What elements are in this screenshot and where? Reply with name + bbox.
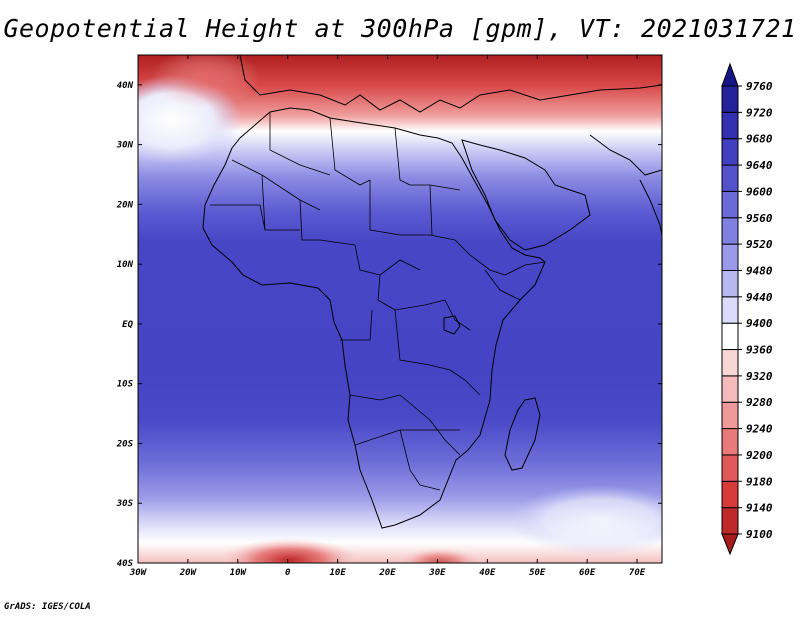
lat-tick-label: EQ <box>122 320 133 330</box>
lat-tick-label: 40S <box>117 559 134 569</box>
lon-tick-label: 30W <box>129 568 148 578</box>
colorbar-label: 9100 <box>746 528 773 541</box>
colorbar-label: 9180 <box>746 475 773 488</box>
colorbar-label: 9200 <box>746 449 773 462</box>
colorbar-label: 9640 <box>746 159 773 172</box>
colorbar-swatch <box>721 480 739 509</box>
lon-tick-label: 20W <box>179 568 198 578</box>
lat-tick-label: 30N <box>116 141 134 151</box>
colorbar-label: 9140 <box>746 502 773 515</box>
trough-north-west <box>150 55 260 108</box>
lon-tick-label: 0 <box>285 568 291 578</box>
low-south-east <box>400 548 480 563</box>
colorbar-label: 9600 <box>746 185 773 198</box>
colorbar-label: 9680 <box>746 133 773 146</box>
colorbar-label: 9520 <box>746 238 773 251</box>
colorbar-label: 9360 <box>746 344 773 357</box>
lat-tick-label: 20S <box>116 439 134 449</box>
colorbar-swatch <box>721 243 739 271</box>
border-lines <box>210 112 546 491</box>
colorbar-swatch <box>721 375 739 403</box>
colorbar-label: 9240 <box>746 423 773 436</box>
colorbar-triangle-low <box>721 533 739 556</box>
grads-credit: GrADS: IGES/COLA <box>4 602 91 612</box>
colorbar-label: 9760 <box>746 80 773 93</box>
colorbar-label: 9280 <box>746 396 773 409</box>
lon-tick-label: 10E <box>329 568 346 578</box>
colorbar-swatch <box>721 85 739 113</box>
lat-tick-label: 30S <box>116 499 134 509</box>
lon-tick-label: 60E <box>579 568 596 578</box>
white-ridge-southeast <box>510 485 662 555</box>
colorbar-triangle-high <box>721 62 739 87</box>
lon-tick-label: 70E <box>629 568 646 578</box>
colorbar-swatch <box>721 217 739 245</box>
low-south-center <box>220 538 360 563</box>
plot-frame <box>137 54 663 564</box>
country-borders <box>210 112 546 491</box>
lon-tick-label: 10W <box>230 568 248 578</box>
lat-tick-label: 10N <box>117 260 134 270</box>
colorbar-swatch <box>721 296 739 324</box>
lat-tick-label: 10S <box>117 380 134 390</box>
chart-title: Geopotential Height at 300hPa [gpm], VT:… <box>3 14 797 43</box>
colorbar-swatch <box>721 190 739 219</box>
colorbar-swatch <box>721 111 739 140</box>
colorbar-swatch <box>721 164 739 192</box>
colorbar-swatch <box>721 428 739 456</box>
lon-tick-label: 20E <box>378 568 396 578</box>
colorbar-swatch <box>721 138 739 166</box>
colorbar-swatch <box>721 507 739 535</box>
lon-tick-label: 40E <box>479 568 496 578</box>
madagascar-coastline <box>504 397 541 471</box>
gulf-coastline <box>589 134 662 176</box>
arabia-coastline <box>461 139 591 251</box>
colorbar-swatch <box>721 454 739 482</box>
lat-tick-label: 40N <box>117 81 134 91</box>
colorbar-label: 9320 <box>746 370 773 383</box>
lon-tick-label: 50E <box>529 568 546 578</box>
europe-coastline <box>239 55 662 113</box>
colorbar-swatch <box>721 322 739 351</box>
colorbar-label: 9560 <box>746 212 773 225</box>
colorbar: 9100 9140 9180 9200 9240 9280 9320 9360 9400 9440… <box>721 62 773 556</box>
lon-tick-label: 30E <box>428 568 446 578</box>
colorbar-label: 9480 <box>746 264 773 277</box>
lat-tick-label: 20N <box>116 200 134 210</box>
axis-ticks <box>137 55 662 564</box>
colorbar-swatch <box>721 349 739 377</box>
india-coastline <box>639 179 662 236</box>
colorbar-swatch <box>721 269 739 298</box>
colorbar-swatch <box>721 401 739 430</box>
axis-labels: 30W 20W 10W 0 10E 20E 30E 40E 50E 60E 70E 40N 30N 20N… <box>116 81 646 578</box>
colorbar-label: 9440 <box>746 291 773 304</box>
colorbar-label: 9400 <box>746 317 773 330</box>
colorbar-label: 9720 <box>746 106 773 119</box>
